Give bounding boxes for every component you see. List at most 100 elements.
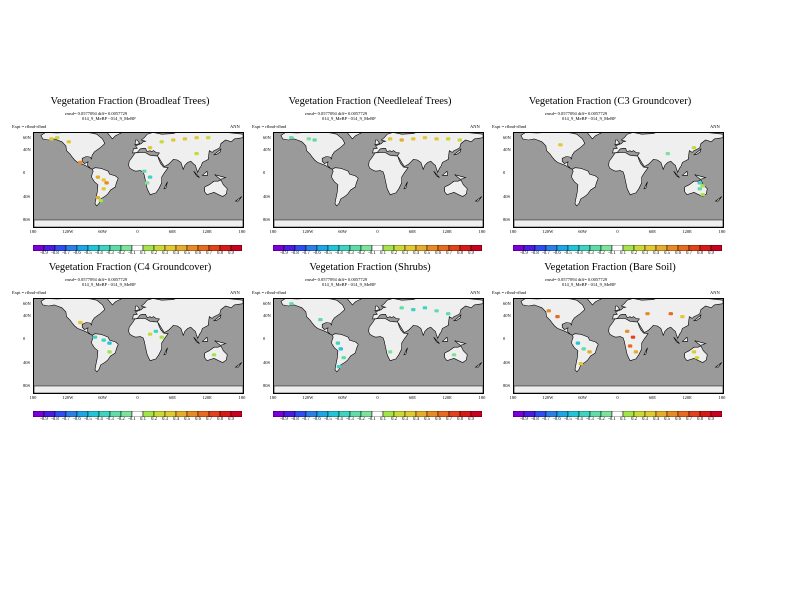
lon-tick: 180: [478, 395, 486, 400]
colorbar-label: 0.2: [151, 417, 157, 422]
colorbar-label: -0.4: [95, 417, 103, 422]
difference-cell: [645, 312, 650, 316]
colorbar-label: -0.7: [62, 417, 70, 422]
lon-tick: 60E: [648, 395, 656, 400]
difference-cell: [700, 193, 705, 197]
panel-stats: rmsd= 0.0577094 diff= 0.0057729: [65, 111, 128, 116]
difference-cell: [399, 138, 404, 142]
difference-cell: [627, 344, 633, 348]
difference-cell: [697, 181, 702, 185]
lon-tick: 60W: [98, 229, 108, 234]
difference-cell: [399, 306, 404, 310]
colorbar-label: 0.1: [380, 417, 386, 422]
colorbar: [513, 411, 722, 417]
lon-tick: 120E: [682, 229, 692, 234]
lon-tick: 0: [136, 229, 139, 234]
colorbar-label: 0.4: [173, 417, 179, 422]
colorbar-label: 0.4: [413, 417, 419, 422]
lat-tick: 80S: [23, 383, 31, 389]
panel-title: Vegetation Fraction (Needleleaf Trees): [288, 96, 452, 107]
lon-tick: 0: [136, 395, 139, 400]
panel-stats: rmsd= 0.0577094 diff= 0.0057729: [305, 111, 368, 116]
difference-cell: [694, 356, 700, 360]
map-svg: [514, 133, 723, 227]
colorbar-label: -0.4: [575, 251, 583, 256]
colorbar-label: 0.4: [173, 251, 179, 256]
colorbar-label: 0.5: [664, 417, 670, 422]
panel-stats: rmsd= 0.0577094 diff= 0.0057729: [65, 277, 128, 282]
panel-case: 014_9_MeBP - 014_9_MeBP: [562, 116, 616, 121]
map-svg: [34, 133, 243, 227]
map-panel: Vegetation Fraction (Shrubs) rmsd= 0.057…: [250, 262, 490, 432]
lat-tick: 80S: [503, 383, 511, 389]
colorbar-label: 0.1: [380, 251, 386, 256]
lon-tick: 180: [718, 395, 726, 400]
colorbar-labels: -0.9 -0.8 -0.7 -0.6 -0.5 -0.4 -0.3 -0.2 -0.1 0.1 0…: [510, 251, 725, 257]
difference-cell: [78, 320, 83, 325]
colorbar-label: -0.1: [128, 417, 136, 422]
land-polygon: [692, 314, 702, 322]
difference-cell: [55, 136, 60, 140]
difference-cell: [680, 315, 685, 319]
panel-season: ANN: [710, 124, 720, 129]
lon-tick: 0: [376, 229, 379, 234]
colorbar-label: 0.5: [664, 251, 670, 256]
land-polygon: [214, 174, 227, 180]
colorbar-label: 0.9: [708, 417, 714, 422]
land-polygon: [347, 299, 363, 306]
panel-season: ANN: [230, 124, 240, 129]
land-polygon: [212, 314, 222, 322]
colorbar-label: -0.6: [313, 417, 321, 422]
lon-tick: 120W: [62, 395, 74, 400]
difference-cell: [49, 137, 54, 141]
lon-tick: 120E: [442, 229, 452, 234]
land-polygon: [193, 170, 200, 178]
colorbar-label: 0.7: [686, 251, 692, 256]
difference-cell: [104, 181, 109, 185]
panel-season: ANN: [230, 290, 240, 295]
panel-expt: Expt = rfhnd-rfhnd: [492, 124, 527, 129]
colorbar-label: -0.6: [553, 251, 561, 256]
lat-tick: 40S: [503, 193, 511, 199]
panel-title: Vegetation Fraction (Shrubs): [309, 262, 431, 273]
colorbar-label: -0.1: [368, 251, 376, 256]
lon-tick: 180: [29, 395, 37, 400]
lon-tick: 60W: [338, 229, 348, 234]
lon-tick: 120W: [302, 395, 314, 400]
lon-tick: 120W: [542, 229, 554, 234]
map-plot-area: [33, 298, 244, 394]
land-polygon: [347, 133, 363, 140]
land-polygon: [163, 347, 168, 356]
lon-tick: 60E: [648, 229, 656, 234]
land-polygon: [681, 170, 688, 176]
lon-tick: 180: [269, 395, 277, 400]
colorbar-label: 0.2: [391, 251, 397, 256]
lat-tick: 80S: [23, 217, 31, 223]
lon-tick: 120E: [202, 229, 212, 234]
lon-tick: 180: [478, 229, 486, 234]
land-polygon: [694, 174, 707, 180]
colorbar-label: 0.7: [686, 417, 692, 422]
colorbar: [273, 245, 482, 251]
land-polygon: [214, 340, 227, 346]
panel-season: ANN: [710, 290, 720, 295]
land-polygon: [91, 167, 119, 207]
colorbar-label: 0.8: [217, 251, 223, 256]
difference-cell: [206, 136, 211, 140]
panel-stats: rmsd= 0.0577094 diff= 0.0057729: [545, 111, 608, 116]
lon-tick: 120W: [542, 395, 554, 400]
lon-tick: 120W: [302, 229, 314, 234]
colorbar-label: -0.5: [84, 251, 92, 256]
difference-cell: [422, 136, 428, 140]
colorbar-label: 0.6: [675, 251, 681, 256]
land-polygon: [34, 385, 243, 393]
lat-tick: 40S: [23, 359, 31, 365]
land-polygon: [587, 133, 603, 140]
difference-cell: [446, 137, 451, 141]
colorbar-label: 0.3: [162, 417, 168, 422]
colorbar-label: 0.8: [697, 251, 703, 256]
colorbar-label: 0.3: [162, 251, 168, 256]
panel-case: 014_9_MeBP - 014_9_MeBP: [82, 282, 136, 287]
difference-cell: [581, 347, 586, 351]
land-polygon: [643, 181, 648, 190]
